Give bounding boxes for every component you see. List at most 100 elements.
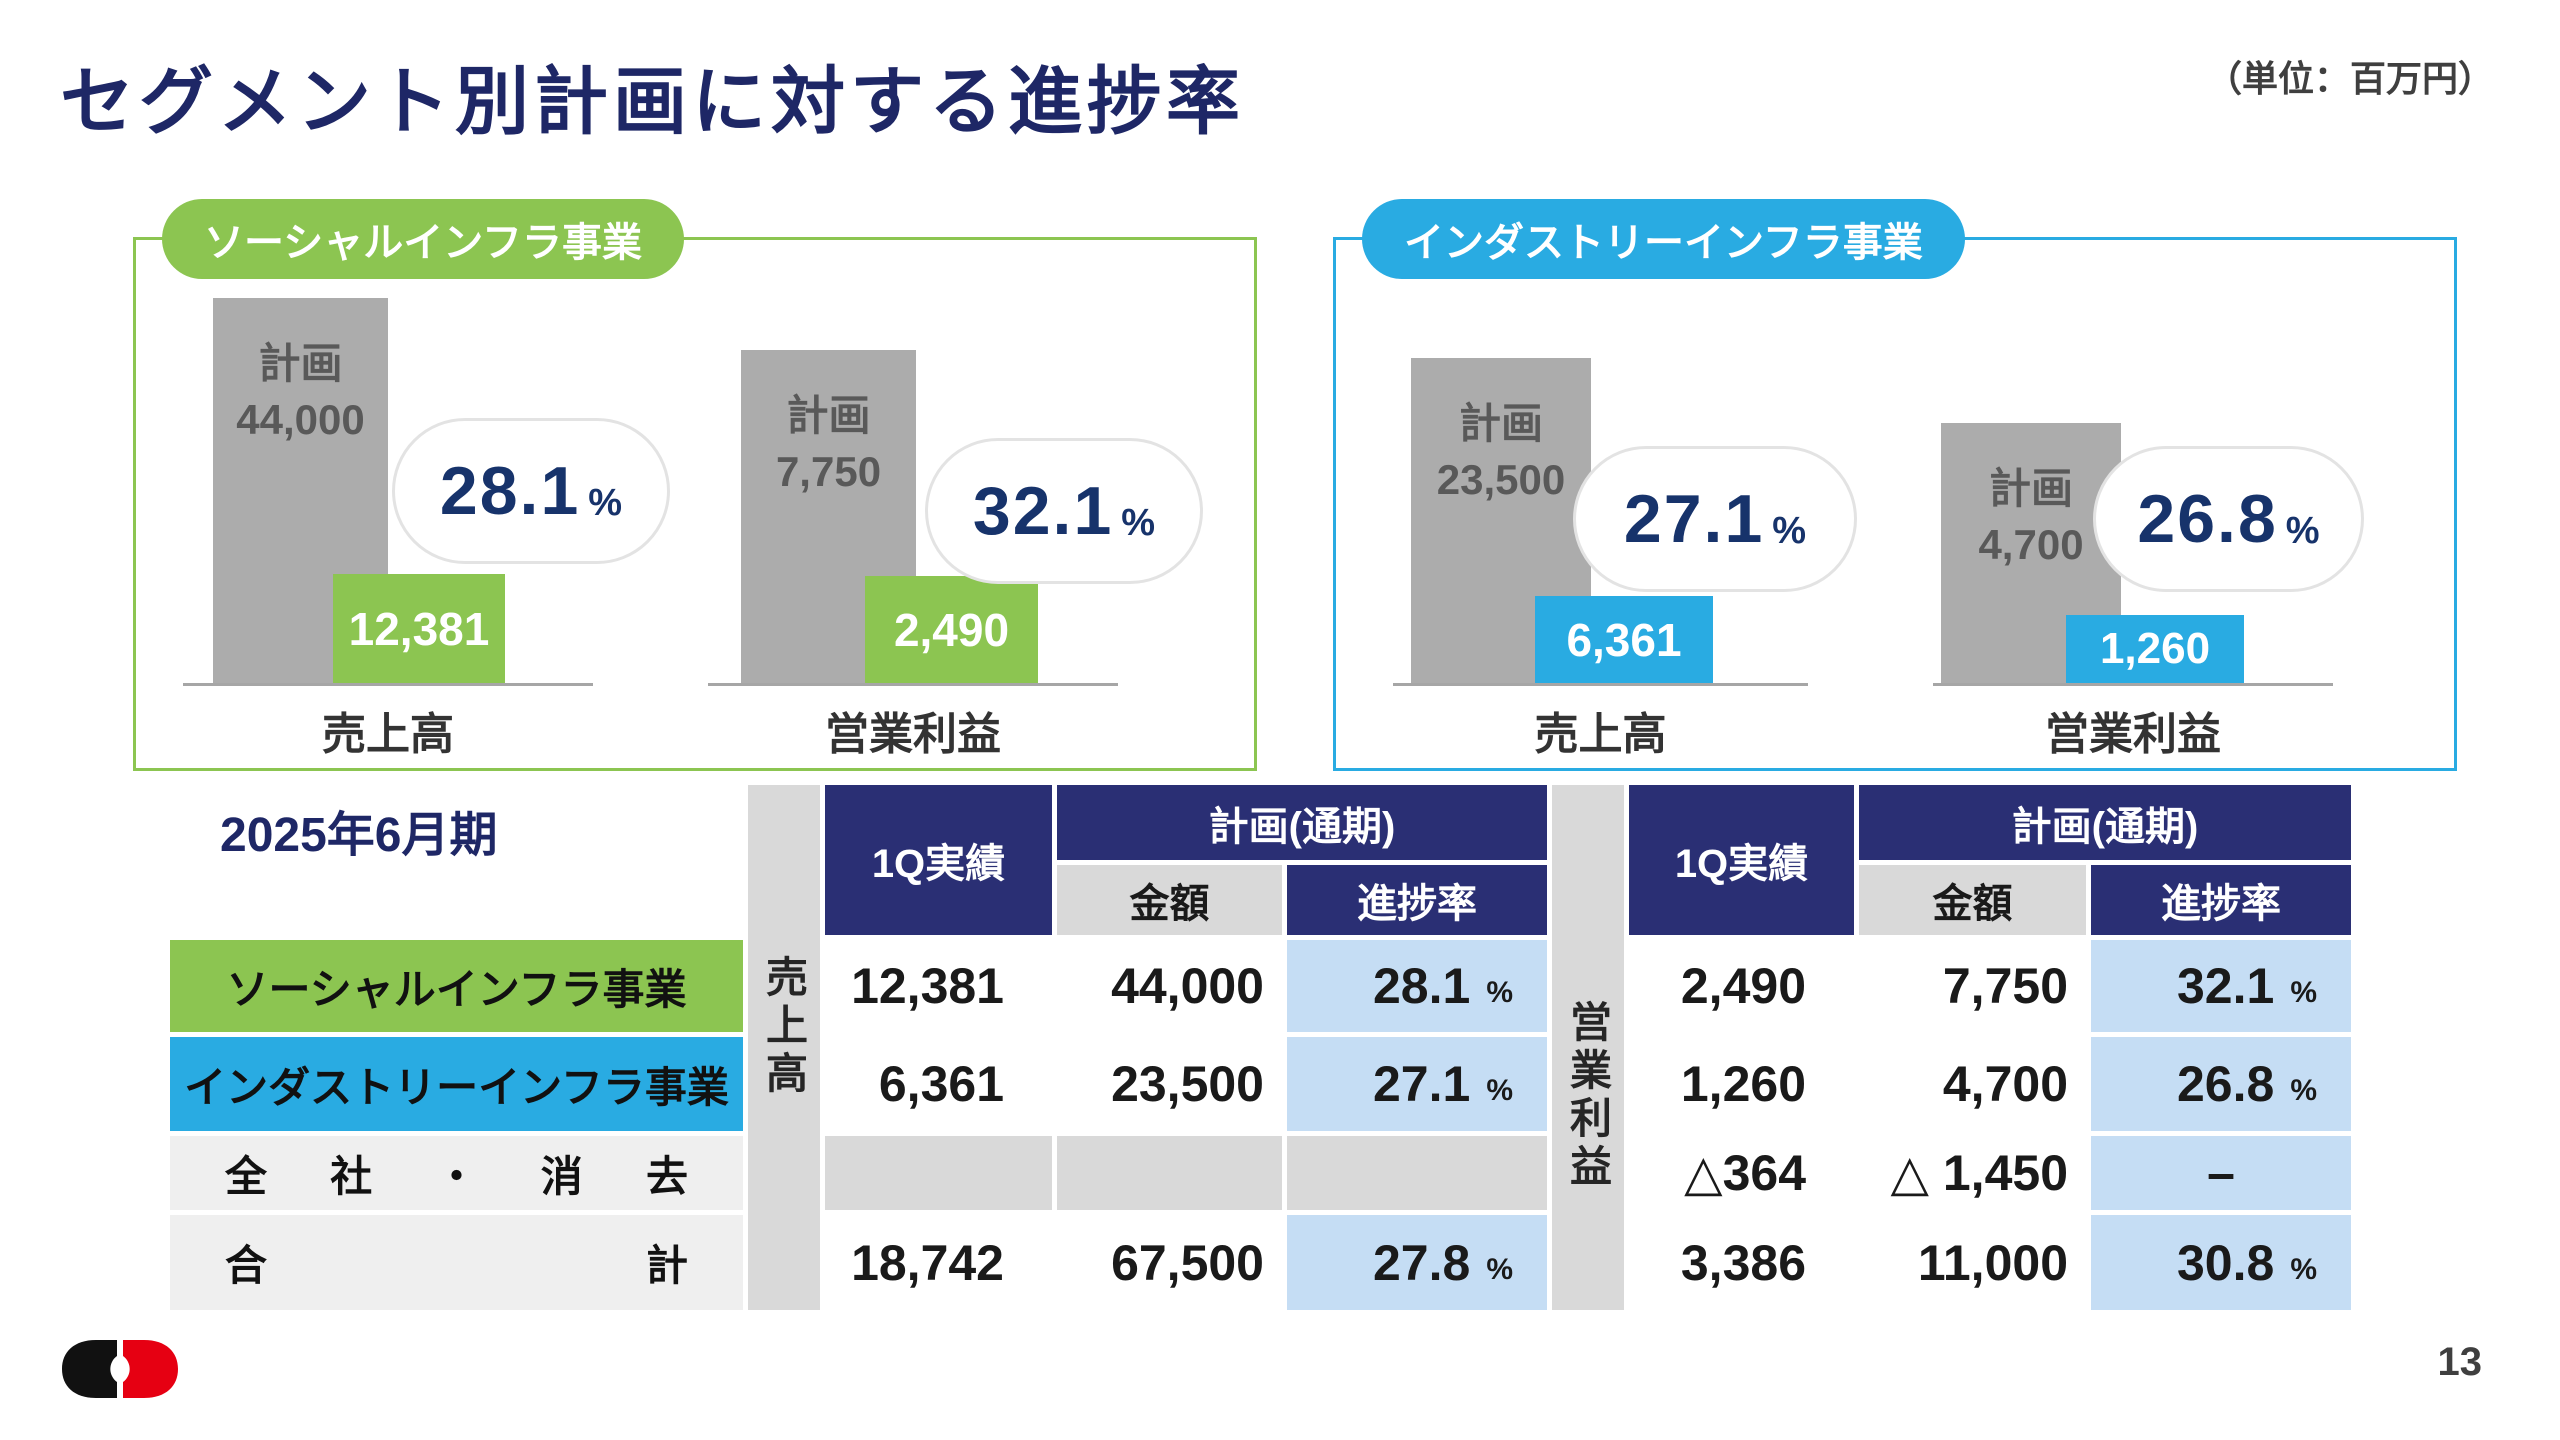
fiscal-period-caption: 2025年6月期	[170, 785, 743, 935]
cell-profit-amount: 11,000	[1859, 1215, 2086, 1310]
rate-unit: %	[1486, 1252, 1513, 1286]
cell-sales-amount: 67,500	[1057, 1215, 1282, 1310]
plan-bar: 計画 4,700	[1941, 423, 2121, 683]
cell-profit-rate-dash: –	[2091, 1136, 2351, 1210]
percent-sign: %	[1772, 509, 1807, 552]
percent-sign: %	[1121, 501, 1156, 544]
cell-sales-amount: 23,500	[1057, 1037, 1282, 1131]
progress-pill: 26.8 %	[2093, 446, 2364, 592]
cell-sales-amount: 44,000	[1057, 940, 1282, 1032]
profit-band: 営業利益	[1552, 785, 1624, 1310]
unit-note: （単位：百万円）	[2205, 58, 2494, 99]
cell-sales-rate: 28.1 %	[1287, 940, 1547, 1032]
axis-baseline	[1933, 683, 2333, 686]
profit-vertical-label: 営業利益	[1564, 1000, 1612, 1192]
category-label: 営業利益	[2045, 710, 2221, 759]
axis-baseline	[183, 683, 593, 686]
progress-pill: 28.1 %	[392, 418, 670, 564]
progress-value: 28.1	[439, 453, 581, 529]
plan-value: 7,750	[775, 448, 882, 495]
progress-pill: 32.1 %	[925, 438, 1203, 584]
rate-unit: %	[1486, 1074, 1513, 1107]
sales-band: 売上高	[748, 785, 820, 1310]
company-logo-icon	[62, 1340, 178, 1398]
axis-baseline	[708, 683, 1118, 686]
col-header-rate-profit: 進捗率	[2091, 865, 2351, 935]
plan-caption: 計画	[1458, 400, 1543, 447]
plan-bar: 計画 23,500	[1411, 358, 1591, 683]
rate-unit: %	[2290, 1252, 2317, 1286]
rate-value: 26.8	[2176, 1056, 2275, 1112]
segment-badge-social: ソーシャルインフラ事業	[162, 199, 684, 279]
plan-bar-label: 計画 23,500	[1437, 396, 1565, 508]
sales-vertical-label: 売上高	[760, 955, 808, 1099]
cell-sales-amount-empty	[1057, 1136, 1282, 1210]
label-char: 全	[225, 1152, 268, 1200]
cell-sales-rate: 27.1 %	[1287, 1037, 1547, 1131]
cell-profit-amount: 4,700	[1859, 1037, 2086, 1131]
col-header-amount-sales: 金額	[1057, 865, 1282, 935]
col-header-rate-sales: 進捗率	[1287, 865, 1547, 935]
label-char: 計	[645, 1242, 688, 1289]
cell-profit-q1: △364	[1629, 1136, 1854, 1210]
cell-profit-q1: 2,490	[1629, 940, 1854, 1032]
percent-sign: %	[2285, 509, 2320, 552]
row-label-corporate-eliminations: 全 社 ・ 消 去	[170, 1136, 743, 1210]
cell-sales-q1: 6,361	[825, 1037, 1052, 1131]
cell-sales-q1: 18,742	[825, 1215, 1052, 1310]
row-label-total: 合 計	[170, 1215, 743, 1310]
cell-profit-amount: △ 1,450	[1859, 1136, 2086, 1210]
cell-sales-q1: 12,381	[825, 940, 1052, 1032]
plan-value: 23,500	[1436, 456, 1566, 503]
col-header-q1-profit: 1Q実績	[1629, 785, 1854, 935]
axis-baseline	[1393, 683, 1808, 686]
cell-sales-rate-empty	[1287, 1136, 1547, 1210]
col-header-q1-sales: 1Q実績	[825, 785, 1052, 935]
category-label: 売上高	[1534, 710, 1667, 759]
category-label: 営業利益	[825, 710, 1001, 759]
page-title: セグメント別計画に対する進捗率	[60, 60, 1245, 143]
panel-industry-infra: インダストリーインフラ事業 計画 23,500 6,361 27.1 % 売上高…	[1333, 199, 2457, 771]
progress-value: 27.1	[1623, 481, 1765, 557]
label-char: 社	[330, 1152, 373, 1200]
progress-value: 26.8	[2137, 481, 2278, 557]
rate-value: 32.1	[2176, 958, 2275, 1014]
rate-value: 27.8	[1372, 1234, 1471, 1291]
cell-profit-rate: 32.1 %	[2091, 940, 2351, 1032]
progress-value: 32.1	[972, 473, 1114, 549]
cell-sales-rate: 27.8 %	[1287, 1215, 1547, 1310]
page-number: 13	[2437, 1340, 2483, 1384]
actual-bar: 2,490	[865, 576, 1038, 683]
row-label-social: ソーシャルインフラ事業	[170, 940, 743, 1032]
plan-value: 4,700	[1978, 521, 2084, 568]
row-label-industry: インダストリーインフラ事業	[170, 1037, 743, 1131]
cell-sales-q1-empty	[825, 1136, 1052, 1210]
progress-table: 2025年6月期 売上高 1Q実績 計画(通期) 金額 進捗率 営業利益 1Q実…	[170, 785, 2351, 1310]
plan-bar-label: 計画 44,000	[236, 336, 364, 448]
plan-bar-label: 計画 7,750	[776, 388, 881, 500]
actual-bar: 12,381	[333, 574, 505, 683]
label-char: 消	[540, 1152, 583, 1200]
plan-caption: 計画	[1988, 465, 2074, 512]
plan-caption: 計画	[258, 340, 343, 387]
rate-value: 30.8	[2176, 1234, 2275, 1291]
panel-social-infra: ソーシャルインフラ事業 計画 44,000 12,381 28.1 % 売上高 …	[133, 199, 1257, 771]
rate-unit: %	[2290, 976, 2317, 1009]
rate-unit: %	[2290, 1074, 2317, 1107]
rate-unit: %	[1486, 976, 1513, 1009]
label-char: ・	[435, 1152, 478, 1200]
label-char: 去	[645, 1152, 688, 1200]
col-header-plan-sales: 計画(通期)	[1057, 785, 1547, 860]
plan-value: 44,000	[236, 396, 365, 443]
actual-bar: 6,361	[1535, 596, 1713, 683]
cell-profit-q1: 1,260	[1629, 1037, 1854, 1131]
rate-value: 28.1	[1372, 958, 1471, 1014]
actual-bar: 1,260	[2066, 615, 2244, 683]
cell-profit-rate: 30.8 %	[2091, 1215, 2351, 1310]
cell-profit-amount: 7,750	[1859, 940, 2086, 1032]
percent-sign: %	[588, 481, 623, 524]
plan-caption: 計画	[786, 392, 871, 439]
col-header-amount-profit: 金額	[1859, 865, 2086, 935]
rate-value: 27.1	[1372, 1056, 1471, 1112]
col-header-plan-profit: 計画(通期)	[1859, 785, 2351, 860]
